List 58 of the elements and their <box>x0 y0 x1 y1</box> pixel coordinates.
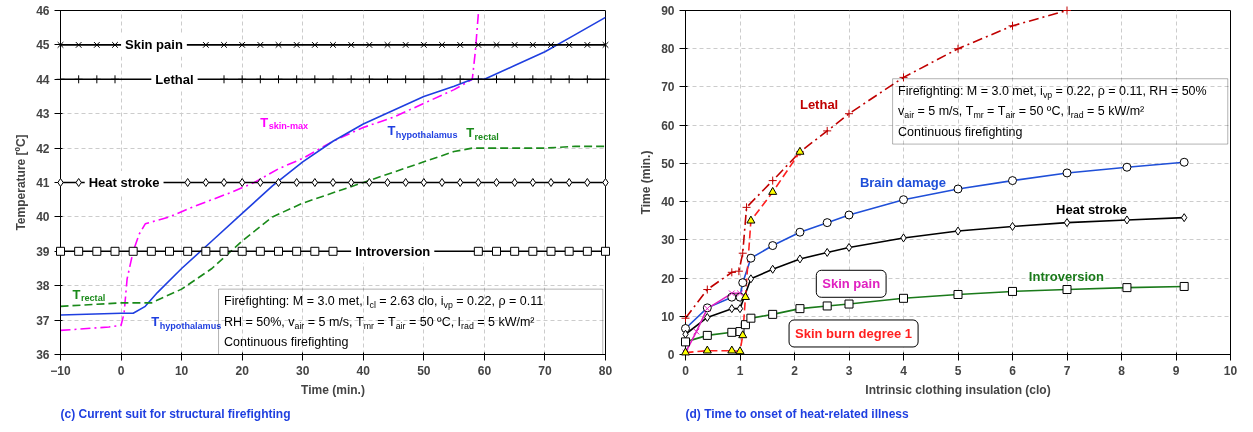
y-tick-label: 46 <box>36 4 50 18</box>
x-tick-label: 0 <box>117 363 125 378</box>
y-tick-label: 36 <box>36 348 50 362</box>
series-label: Introversion <box>1028 268 1105 284</box>
x-tick-label: 8 <box>1118 363 1126 378</box>
y-tick-label: 42 <box>36 141 50 156</box>
series-label: Skin pain <box>125 37 183 53</box>
x-tick-label: 30 <box>296 363 310 378</box>
y-tick-label: 39 <box>36 244 50 259</box>
x-tick-label: 1 <box>736 363 744 378</box>
y-tick-label: 50 <box>661 156 675 171</box>
x-tick-label: −10 <box>50 363 71 378</box>
y-tick-label: 41 <box>36 176 50 190</box>
y-tick-label: 70 <box>661 80 675 95</box>
y-axis-title: Temperature [ºC] <box>14 134 29 231</box>
series-label: Brain damage <box>859 175 946 190</box>
x-tick-label: 80 <box>598 363 613 378</box>
y-tick-label: 45 <box>36 38 50 53</box>
x-axis-title: Time (min.) <box>301 382 365 397</box>
text: Skin pain <box>822 276 881 292</box>
x-tick-label: 0 <box>682 363 690 378</box>
y-tick-label: 38 <box>36 279 50 294</box>
x-tick-label: 4 <box>900 363 908 378</box>
x-tick-label: 40 <box>356 363 371 378</box>
y-tick-label: 43 <box>36 107 50 122</box>
x-tick-label: 70 <box>538 363 552 378</box>
y-tick-label: 90 <box>661 4 675 18</box>
x-tick-label: 10 <box>174 363 189 378</box>
x-tick-label: 9 <box>1172 363 1180 378</box>
series-label: Lethal <box>799 96 839 112</box>
x-axis-title: Intrinsic clothing insulation (clo) <box>865 382 1051 397</box>
text: (d) Time to onset of heat-related illness <box>685 406 909 421</box>
text: (c) Current suit for structural firefighting <box>60 406 291 421</box>
text: Skin burn degree 1 <box>795 325 913 341</box>
y-tick-label: 60 <box>661 118 675 133</box>
y-tick-label: 80 <box>661 42 675 57</box>
y-axis-title: Time (min.) <box>639 150 654 215</box>
series-label: Lethal <box>155 71 194 87</box>
y-tick-label: 20 <box>661 271 675 286</box>
x-tick-label: 5 <box>954 363 962 378</box>
x-tick-label: 2 <box>791 363 799 378</box>
series-label: Introversion <box>355 243 431 259</box>
x-tick-label: 6 <box>1009 363 1017 378</box>
x-tick-label: 20 <box>235 363 250 378</box>
y-tick-label: 0 <box>667 348 675 362</box>
x-tick-label: 50 <box>417 363 431 378</box>
x-tick-label: 3 <box>845 363 853 378</box>
x-tick-label: 60 <box>477 363 492 378</box>
y-tick-label: 10 <box>661 309 675 324</box>
y-tick-label: 44 <box>36 72 50 87</box>
legend-label: Heat stroke <box>88 175 160 190</box>
x-tick-label: 10 <box>1223 363 1238 378</box>
series-label: Heat stroke <box>1056 201 1127 217</box>
y-tick-label: 30 <box>661 233 675 248</box>
x-tick-label: 7 <box>1063 363 1071 378</box>
y-tick-label: 40 <box>661 195 675 210</box>
y-tick-label: 37 <box>36 313 50 328</box>
y-tick-label: 40 <box>36 210 50 225</box>
